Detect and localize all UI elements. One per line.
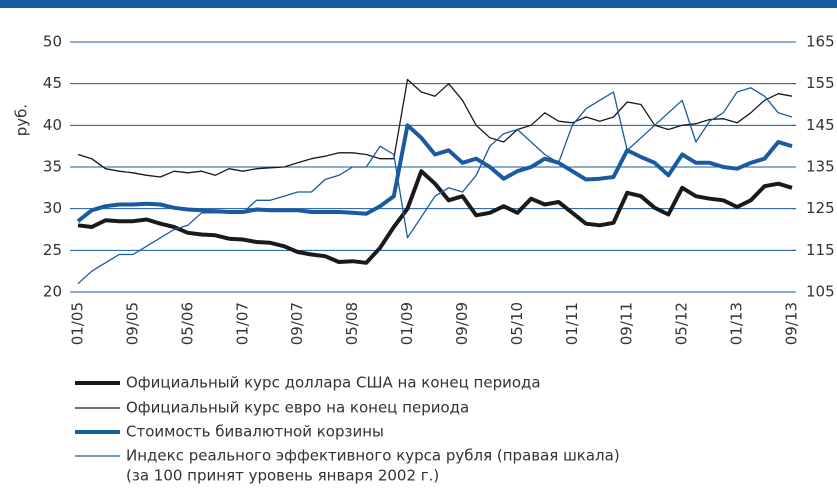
legend-label: Индекс реального эффективного курса рубл… bbox=[126, 447, 620, 465]
top-bar bbox=[0, 0, 837, 8]
y-tick-label: 20 bbox=[43, 283, 62, 301]
legend-note: (за 100 принят уровень января 2002 г.) bbox=[126, 467, 439, 485]
x-tick-label: 05/08 bbox=[343, 302, 361, 345]
x-tick-label: 01/13 bbox=[728, 302, 746, 345]
y2-tick-label: 155 bbox=[806, 74, 835, 92]
x-tick-label: 09/09 bbox=[453, 302, 471, 345]
y2-tick-label: 125 bbox=[806, 199, 835, 217]
y2-tick-label: 105 bbox=[806, 283, 835, 301]
y2-tick-label: 145 bbox=[806, 116, 835, 134]
x-tick-label: 05/06 bbox=[178, 302, 196, 345]
x-tick-label: 09/07 bbox=[288, 302, 306, 345]
legend-label: Стоимость бивалютной корзины bbox=[126, 423, 384, 441]
x-tick-label: 09/05 bbox=[123, 302, 141, 345]
y-tick-label: 35 bbox=[43, 158, 62, 176]
x-tick-label: 05/12 bbox=[673, 302, 691, 345]
series-line bbox=[77, 169, 793, 265]
y-tick-label: 50 bbox=[43, 33, 62, 51]
series-line bbox=[77, 78, 793, 178]
y2-tick-label: 165 bbox=[806, 33, 835, 51]
x-tick-label: 01/11 bbox=[563, 302, 581, 345]
series-line bbox=[77, 87, 793, 285]
x-tick-label: 09/11 bbox=[618, 302, 636, 345]
y-tick-label: 30 bbox=[43, 199, 62, 217]
y2-tick-label: 115 bbox=[806, 241, 835, 259]
y-tick-label: 45 bbox=[43, 74, 62, 92]
x-tick-label: 01/07 bbox=[233, 302, 251, 345]
series-line bbox=[76, 123, 793, 223]
x-tick-label: 05/10 bbox=[508, 302, 526, 345]
legend-label: Официальный курс евро на конец периода bbox=[126, 399, 469, 417]
y-tick-label: 25 bbox=[43, 241, 62, 259]
y-tick-label: 40 bbox=[43, 116, 62, 134]
legend-label: Официальный курс доллара США на конец пе… bbox=[126, 374, 541, 392]
x-tick-label: 09/13 bbox=[783, 302, 801, 345]
x-tick-label: 01/05 bbox=[69, 302, 87, 345]
x-tick-label: 01/09 bbox=[398, 302, 416, 345]
y-axis-label: руб. bbox=[13, 104, 31, 136]
y2-tick-label: 135 bbox=[806, 158, 835, 176]
